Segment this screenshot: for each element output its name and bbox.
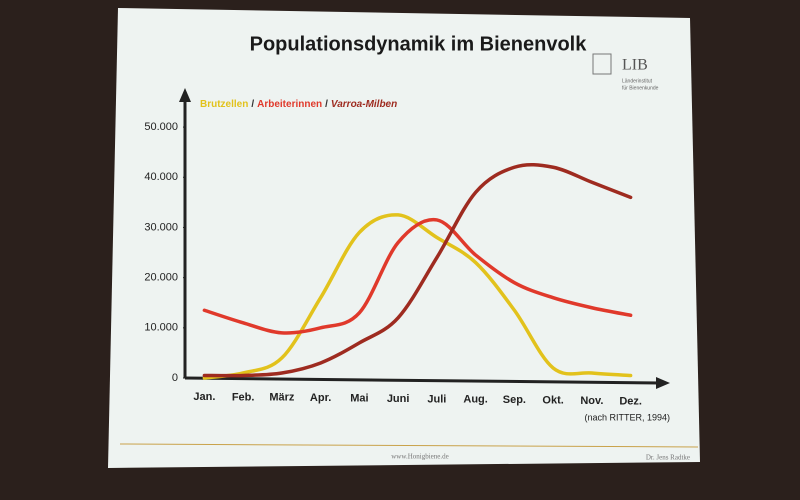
x-tick-label: Nov.: [580, 395, 603, 407]
x-tick-label: Aug.: [463, 394, 487, 406]
y-tick-label: 0: [172, 372, 178, 384]
x-tick-label: Dez.: [619, 395, 642, 407]
y-tick-label: 20.000: [144, 272, 178, 284]
x-tick-label: Mai: [350, 393, 368, 405]
series-line: [202, 217, 633, 335]
x-tick-label: Okt.: [542, 395, 563, 407]
logo-icon: [592, 53, 612, 75]
footer-line: [119, 443, 699, 448]
x-tick-label: Juli: [427, 393, 446, 405]
footer-author: Dr. Jens Radtke: [646, 454, 690, 462]
x-tick-label: Sep.: [503, 394, 526, 406]
y-axis-arrow: [179, 88, 191, 102]
chart-title: Populationsdynamik im Bienenvolk: [250, 33, 588, 55]
x-axis-arrow: [656, 377, 670, 389]
logo-name: LIB: [622, 57, 648, 74]
legend-entry: Varroa-Milben: [331, 99, 397, 110]
x-axis: [184, 376, 661, 385]
y-tick-label: 50.000: [144, 121, 178, 133]
series-line: [202, 213, 633, 380]
legend-separator: /: [251, 99, 254, 110]
legend-entry: Arbeiterinnen: [257, 99, 322, 110]
logo-subtitle: Länderinstitut: [622, 78, 653, 84]
x-tick-label: Apr.: [310, 392, 331, 404]
legend-separator: /: [325, 99, 328, 110]
y-tick-label: 10.000: [144, 322, 178, 334]
footer-website: www.Honigbiene.de: [391, 453, 448, 461]
y-tick-label: 40.000: [144, 171, 178, 183]
series-line: [202, 162, 633, 378]
source: (nach RITTER, 1994): [584, 412, 670, 422]
x-tick-label: Juni: [387, 393, 410, 405]
legend-entry: Brutzellen: [200, 99, 248, 110]
x-tick-label: Jan.: [193, 391, 215, 403]
x-tick-label: Feb.: [232, 391, 255, 403]
logo-subtitle: für Bienenkunde: [622, 85, 659, 91]
y-tick-label: 30.000: [144, 221, 178, 233]
x-tick-label: März: [269, 392, 295, 404]
legend: Brutzellen / Arbeiterinnen / Varroa-Milben: [200, 99, 397, 110]
